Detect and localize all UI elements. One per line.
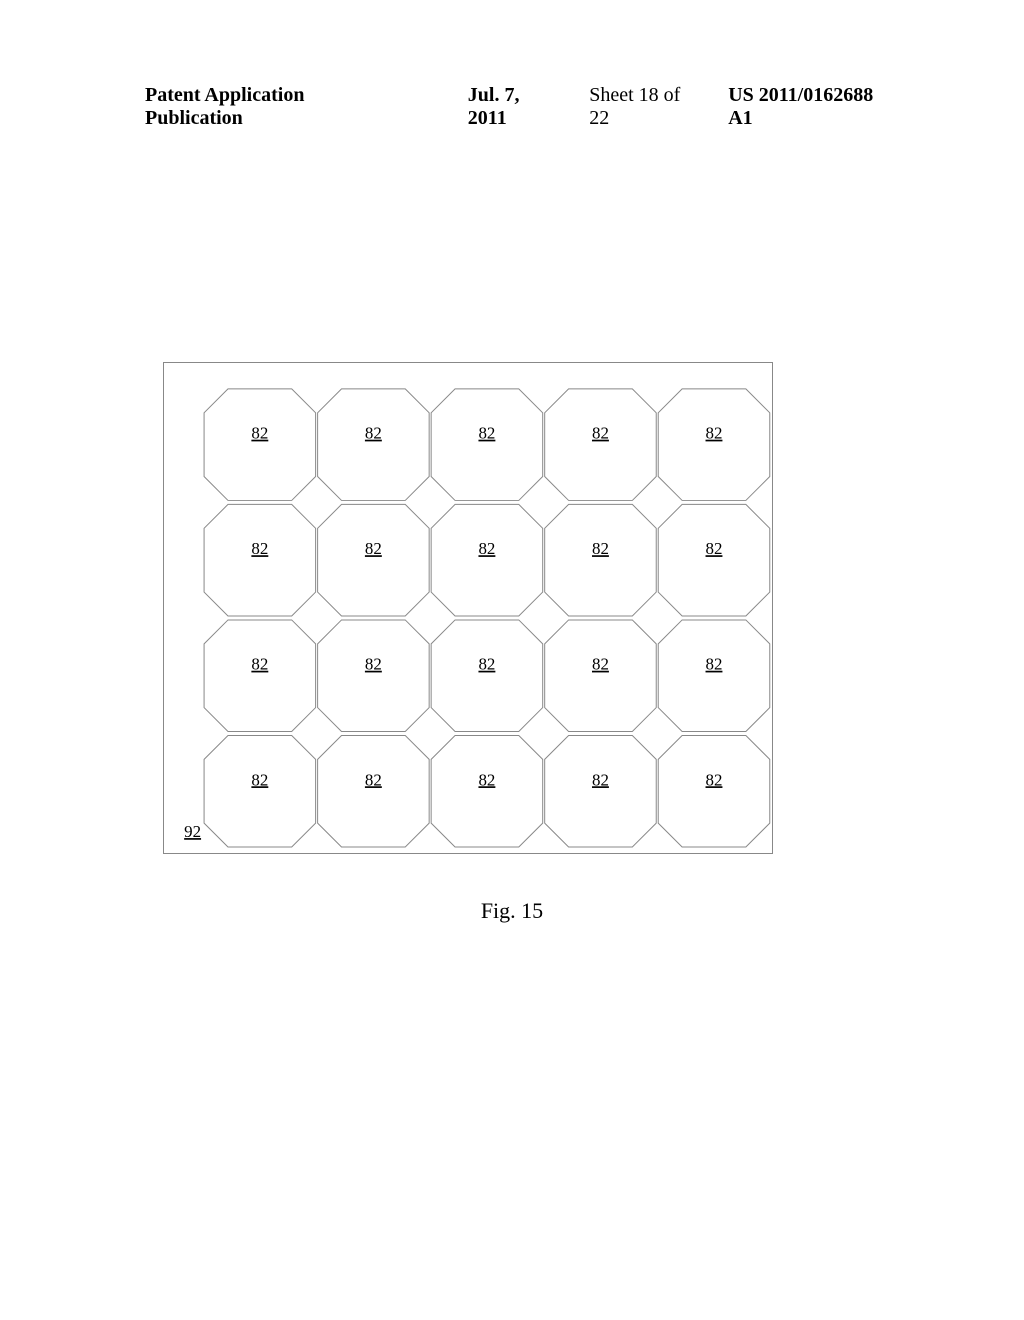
cell-label: 82 [478,539,495,558]
octagon-cell [318,389,430,501]
sheet-info: Sheet 18 of 22 [589,84,700,130]
cell-label: 82 [592,424,609,443]
cell-label: 82 [706,770,723,789]
publication-type: Patent Application Publication [145,84,396,130]
octagon-cell [658,389,770,501]
corner-label: 92 [184,822,201,841]
octagon-cell [545,504,657,616]
cell-label: 82 [592,770,609,789]
cell-label: 82 [251,655,268,674]
octagon-cell [431,389,543,501]
cell-label: 82 [706,539,723,558]
cell-label: 82 [592,655,609,674]
cell-label: 82 [478,770,495,789]
octagon-cell [545,389,657,501]
octagon-cell [318,735,430,847]
octagon-cell [545,735,657,847]
octagon-cell [318,620,430,732]
figure-caption: Fig. 15 [0,898,1024,924]
cell-label: 82 [365,539,382,558]
octagon-cell [545,620,657,732]
octagon-cell [204,620,316,732]
octagon-cell [431,620,543,732]
publication-date: Jul. 7, 2011 [468,84,559,130]
octagon-cell [204,735,316,847]
cell-label: 82 [251,770,268,789]
cell-label: 82 [365,424,382,443]
cell-label: 82 [251,424,268,443]
cell-label: 82 [478,424,495,443]
cell-label: 82 [251,539,268,558]
cell-label: 82 [706,424,723,443]
cell-label: 82 [478,655,495,674]
octagon-cell [431,735,543,847]
cell-label: 82 [592,539,609,558]
cell-label: 82 [706,655,723,674]
octagon-cell [204,504,316,616]
figure-frame: 82 82 82 82 82 82 82 82 82 82 82 82 82 82 82 82 82 82 82 82… [163,362,773,854]
octagon-cell [658,620,770,732]
cell-label: 82 [365,655,382,674]
octagon-cell [431,504,543,616]
page-header: Patent Application Publication Jul. 7, 2… [0,84,1024,130]
figure-diagram: 82 82 82 82 82 82 82 82 82 82 82 82 82 82 82 82 82 82 82 82… [164,363,772,853]
octagon-cell [318,504,430,616]
cell-label: 82 [365,770,382,789]
publication-number: US 2011/0162688 A1 [728,84,894,130]
octagon-cell [658,504,770,616]
octagon-cell [204,389,316,501]
octagon-cell [658,735,770,847]
